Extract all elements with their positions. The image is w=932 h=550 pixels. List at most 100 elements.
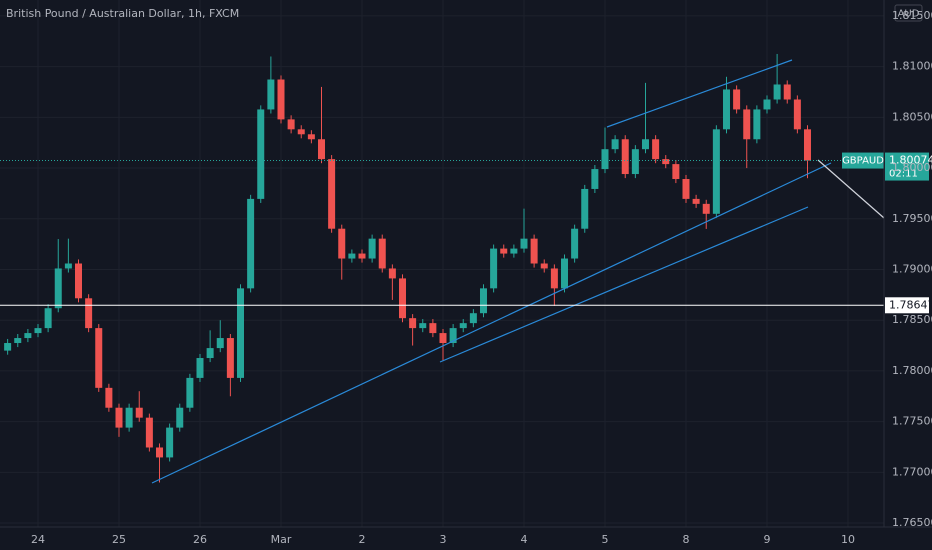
candle-body	[257, 109, 265, 199]
candle-body	[348, 253, 356, 259]
drawings	[151, 59, 885, 484]
candle-body	[469, 313, 477, 324]
candle-body	[156, 447, 164, 458]
overlay: 1.78647 GBPAUD 1.80074 02:11	[0, 152, 932, 314]
x-tick-label: 10	[841, 533, 855, 546]
candle-body	[530, 238, 538, 264]
candle-body	[611, 139, 619, 150]
x-tick-label: 25	[112, 533, 126, 546]
candle-body	[459, 323, 467, 329]
symbol-label: GBPAUD	[842, 156, 884, 167]
candle-body	[125, 407, 133, 428]
candle-body	[662, 159, 670, 165]
x-tick-label: 3	[439, 533, 446, 546]
trend-line	[817, 159, 885, 219]
trend-line	[151, 162, 832, 484]
candle-body	[145, 417, 153, 448]
candle-body	[24, 333, 32, 339]
candles	[4, 53, 811, 483]
last-price-box	[885, 152, 929, 181]
y-tick-label: 1.80000	[892, 161, 932, 174]
candle-body	[419, 323, 427, 329]
candle-body	[34, 328, 42, 334]
grid	[0, 0, 884, 527]
candle-body	[4, 343, 12, 351]
candle-body	[409, 318, 417, 329]
y-tick-label: 1.77000	[892, 465, 932, 478]
candle-body	[560, 258, 568, 289]
candle-body	[490, 248, 498, 289]
x-tick-label: Mar	[271, 533, 292, 546]
candle-body	[449, 328, 457, 344]
candle-body	[236, 288, 244, 378]
candle-body	[176, 407, 184, 428]
x-tick-label: 8	[682, 533, 689, 546]
candle-body	[358, 253, 366, 259]
candle-body	[773, 84, 781, 100]
y-tick-label: 1.77500	[892, 415, 932, 428]
candle-body	[581, 188, 589, 229]
candle-body	[115, 407, 123, 428]
candle-body	[64, 263, 72, 269]
candle-body	[247, 198, 255, 289]
candle-body	[287, 119, 295, 130]
candle-body	[338, 228, 346, 259]
candle-body	[297, 129, 305, 135]
candle-body	[682, 179, 690, 199]
y-tick-label: 1.81000	[892, 60, 932, 73]
candle-body	[317, 139, 325, 160]
candle-body	[743, 109, 751, 140]
candle-body	[783, 84, 791, 100]
candle-body	[378, 238, 386, 269]
candle-body	[601, 149, 609, 170]
x-tick-label: 26	[193, 533, 207, 546]
currency-label: AUD	[898, 9, 920, 20]
candle-body	[763, 99, 771, 110]
candle-body	[54, 268, 62, 309]
y-tick-label: 1.79000	[892, 262, 932, 275]
x-tick-label: 24	[31, 533, 45, 546]
symbol-tag	[842, 152, 884, 169]
candle-body	[439, 333, 447, 344]
candle-body	[631, 149, 639, 175]
candle-body	[672, 164, 680, 180]
candle-body	[277, 79, 285, 120]
x-tick-label: 9	[763, 533, 770, 546]
candle-body	[652, 139, 660, 160]
candle-body	[591, 169, 599, 189]
x-tick-label: 5	[601, 533, 608, 546]
y-tick-label: 1.79500	[892, 212, 932, 225]
candle-body	[166, 427, 174, 458]
candle-body	[753, 109, 761, 140]
candle-body	[226, 338, 234, 378]
candle-body	[216, 338, 224, 349]
candle-body	[500, 248, 508, 254]
candle-body	[550, 268, 558, 289]
y-tick-label: 1.80500	[892, 110, 932, 123]
trend-line	[606, 59, 793, 128]
candle-body	[44, 308, 52, 329]
chart-title: British Pound / Australian Dollar, 1h, F…	[6, 7, 239, 20]
currency-badge	[894, 4, 923, 22]
candle-body	[135, 407, 143, 418]
candle-body	[702, 203, 710, 214]
hline-label: 1.78647	[889, 298, 932, 311]
y-tick-label: 1.78500	[892, 313, 932, 326]
candle-body	[520, 238, 528, 249]
trend-line	[439, 206, 809, 363]
candle-body	[571, 228, 579, 259]
last-price-label: 1.80074	[889, 154, 932, 167]
candle-body	[733, 89, 741, 110]
y-tick-label: 1.81500	[892, 9, 932, 22]
candle-body	[267, 79, 275, 110]
candle-body	[398, 278, 406, 319]
candle-body	[479, 288, 487, 314]
hline-label-box	[885, 297, 929, 314]
x-tick-label: 4	[520, 533, 527, 546]
candle-body	[510, 248, 518, 254]
candle-body	[186, 377, 194, 408]
candle-body	[429, 323, 437, 334]
candle-body	[692, 198, 700, 204]
